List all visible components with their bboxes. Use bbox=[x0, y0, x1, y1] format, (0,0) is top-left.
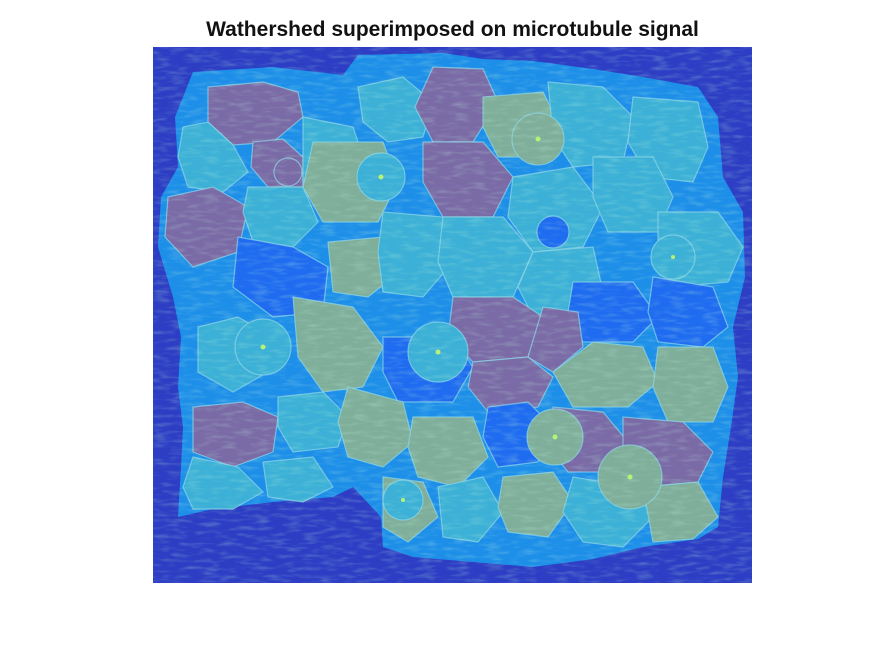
figure-title: Wathershed superimposed on microtubule s… bbox=[206, 18, 699, 41]
image-axes bbox=[153, 47, 752, 583]
bright-spots bbox=[260, 136, 675, 502]
watershed-overlay-image bbox=[153, 47, 752, 583]
microtubule-texture bbox=[153, 47, 752, 583]
